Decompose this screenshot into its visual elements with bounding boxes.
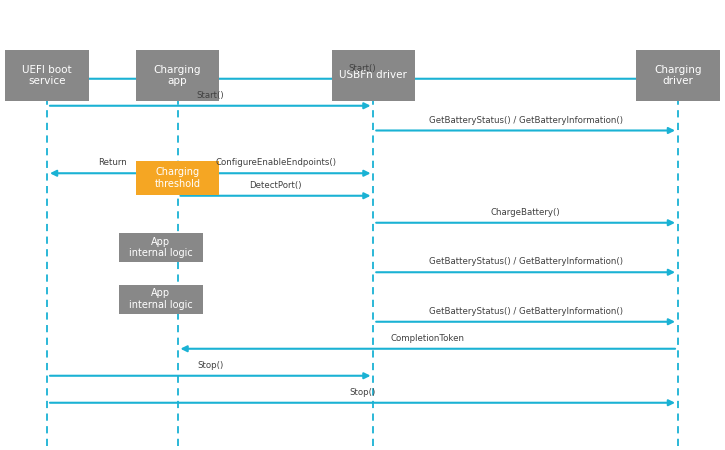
Text: ConfigureEnableEndpoints(): ConfigureEnableEndpoints() (215, 158, 336, 167)
Text: USBFn driver: USBFn driver (339, 70, 407, 81)
Text: Charging
threshold: Charging threshold (154, 167, 201, 189)
Text: GetBatteryStatus() / GetBatteryInformation(): GetBatteryStatus() / GetBatteryInformati… (428, 257, 623, 266)
Text: Charging
driver: Charging driver (654, 64, 702, 86)
Text: Stop(): Stop() (197, 361, 223, 370)
Bar (119, 233, 203, 262)
Bar (136, 161, 219, 194)
Bar (6, 50, 88, 101)
Bar (637, 50, 719, 101)
Text: Stop(): Stop() (349, 388, 376, 397)
Text: ChargeBattery(): ChargeBattery() (491, 208, 560, 217)
Bar (331, 50, 415, 101)
Text: DetectPort(): DetectPort() (249, 181, 302, 190)
Text: Start(): Start() (349, 64, 376, 73)
Text: UEFI boot
service: UEFI boot service (22, 64, 72, 86)
Text: Start(): Start() (196, 91, 224, 100)
Text: App
internal logic: App internal logic (129, 288, 193, 310)
Text: GetBatteryStatus() / GetBatteryInformation(): GetBatteryStatus() / GetBatteryInformati… (428, 116, 623, 125)
Text: GetBatteryStatus() / GetBatteryInformation(): GetBatteryStatus() / GetBatteryInformati… (428, 307, 623, 316)
Bar (136, 50, 219, 101)
Text: CompletionToken: CompletionToken (391, 334, 465, 343)
Text: Charging
app: Charging app (154, 64, 202, 86)
Text: App
internal logic: App internal logic (129, 237, 193, 258)
Bar (119, 285, 203, 314)
Text: Return: Return (98, 158, 127, 167)
